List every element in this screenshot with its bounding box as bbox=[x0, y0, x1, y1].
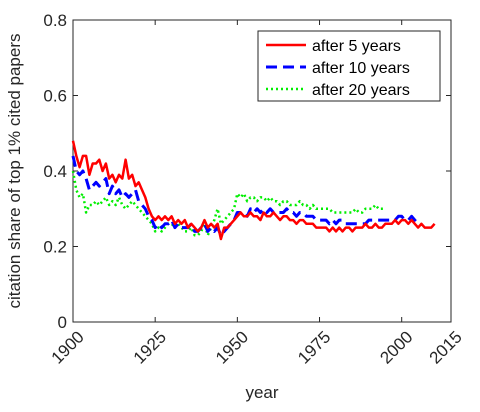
legend-label-20-years: after 20 years bbox=[312, 82, 410, 99]
legend-label-5-years: after 5 years bbox=[312, 38, 401, 55]
y-axis-label: citation share of top 1% cited papers bbox=[5, 34, 24, 309]
y-tick-label: 0.4 bbox=[43, 162, 67, 181]
x-axis-label: year bbox=[245, 383, 278, 402]
x-tick-label: 2015 bbox=[426, 327, 466, 367]
x-tick-label: 1975 bbox=[294, 327, 334, 367]
x-tick-label: 1950 bbox=[212, 327, 252, 367]
series-line-after-20-years bbox=[71, 170, 386, 237]
x-tick-label: 1900 bbox=[48, 327, 88, 367]
x-tick-label: 1925 bbox=[130, 327, 170, 367]
x-tick-label: 2000 bbox=[376, 327, 416, 367]
series-line-after-5-years bbox=[71, 140, 436, 241]
series-line-after-10-years bbox=[71, 155, 420, 237]
series-layer bbox=[71, 140, 436, 241]
y-tick-label: 0.8 bbox=[43, 11, 67, 30]
legend-label-10-years: after 10 years bbox=[312, 60, 410, 77]
y-tick-label: 0 bbox=[58, 313, 67, 332]
y-tick-label: 0.2 bbox=[43, 238, 67, 257]
y-tick-label: 0.6 bbox=[43, 87, 67, 106]
legend: after 5 years after 10 years after 20 ye… bbox=[257, 30, 441, 102]
